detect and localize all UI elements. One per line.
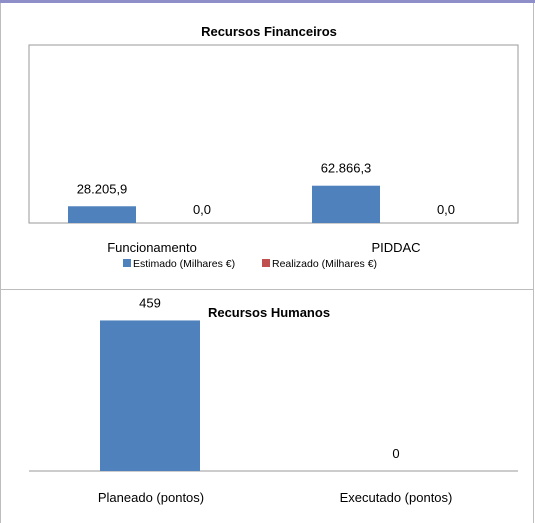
data-label-planeado: 459 bbox=[139, 295, 161, 310]
legend-label-realizado: Realizado (Milhares €) bbox=[272, 258, 377, 270]
bar-planeado bbox=[100, 320, 200, 471]
financial-chart-svg: Recursos Financeiros 28.205,9 0,0 62.866,3… bbox=[28, 24, 519, 270]
data-label-funcionamento-estimado: 28.205,9 bbox=[77, 181, 128, 196]
data-label-executado: 0 bbox=[392, 446, 399, 461]
plot-area bbox=[28, 44, 519, 224]
financial-resources-panel: Recursos Financeiros 28.205,9 0,0 62.866,3… bbox=[0, 3, 534, 290]
category-label-piddac: PIDDAC bbox=[371, 240, 420, 255]
data-label-funcionamento-realizado: 0,0 bbox=[193, 202, 211, 217]
legend-label-estimado: Estimado (Milhares €) bbox=[133, 258, 235, 270]
category-label-executado: Executado (pontos) bbox=[340, 490, 453, 505]
bar-funcionamento-estimado bbox=[68, 206, 136, 223]
top-rule bbox=[0, 0, 535, 3]
chart-title: Recursos Financeiros bbox=[201, 24, 337, 39]
data-label-piddac-estimado: 62.866,3 bbox=[321, 161, 372, 176]
legend-swatch-estimado bbox=[123, 259, 131, 267]
category-label-planeado: Planeado (pontos) bbox=[98, 490, 204, 505]
chart-title: Recursos Humanos bbox=[208, 305, 330, 320]
human-resources-panel: Recursos Humanos 459 0 Planeado (pontos) … bbox=[0, 290, 534, 523]
bar-piddac-estimado bbox=[312, 185, 380, 223]
data-label-piddac-realizado: 0,0 bbox=[437, 202, 455, 217]
legend-swatch-realizado bbox=[262, 259, 270, 267]
category-label-funcionamento: Funcionamento bbox=[107, 240, 197, 255]
